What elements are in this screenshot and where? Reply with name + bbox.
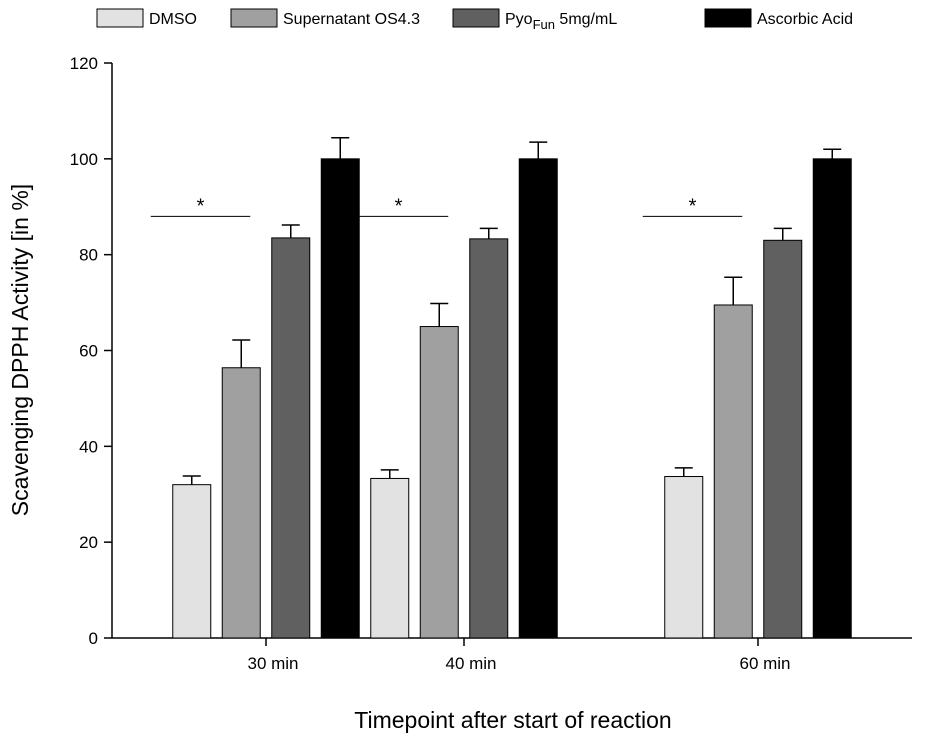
bar <box>172 484 212 639</box>
significance-star: * <box>689 195 697 217</box>
legend: DMSO Supernatant OS4.3 PyoFun 5mg/mL Ascorb… <box>96 8 853 32</box>
y-axis-title: Scavenging DPPH Activity [in %] <box>7 184 33 516</box>
legend-swatch <box>452 8 500 28</box>
legend-label: DMSO <box>149 11 197 28</box>
y-tick-label: 60 <box>79 342 98 361</box>
legend-swatch <box>230 8 278 28</box>
y-tick-label: 20 <box>79 533 98 552</box>
bar <box>370 477 410 639</box>
significance-markers: * * * <box>150 195 743 217</box>
y-tick-label: 120 <box>70 54 98 73</box>
legend-swatch <box>704 8 752 28</box>
bar <box>763 239 803 639</box>
y-tick-label: 100 <box>70 150 98 169</box>
bar <box>320 158 360 639</box>
y-axis: 0 20 40 60 80 100 120 <box>70 54 113 648</box>
y-tick-label: 0 <box>89 629 98 648</box>
bar <box>812 158 852 639</box>
legend-label: Supernatant OS4.3 <box>283 11 420 28</box>
x-axis: 30 min 40 min 60 min <box>112 637 912 673</box>
legend-label: Ascorbic Acid <box>757 11 853 28</box>
bar <box>469 238 509 639</box>
legend-label: PyoFun 5mg/mL <box>505 11 617 32</box>
legend-swatch <box>96 8 144 28</box>
bar <box>713 304 753 639</box>
y-tick-label: 80 <box>79 246 98 265</box>
bar <box>664 476 704 639</box>
significance-star: * <box>395 195 403 217</box>
bar <box>419 326 459 639</box>
significance-star: * <box>197 195 205 217</box>
bar <box>518 158 558 639</box>
y-tick-label: 40 <box>79 437 98 456</box>
bar <box>271 237 311 639</box>
x-tick-label: 30 min <box>247 654 298 673</box>
x-axis-title: Timepoint after start of reaction <box>354 707 671 733</box>
bar <box>221 367 261 639</box>
bars <box>172 137 852 639</box>
x-tick-label: 40 min <box>445 654 496 673</box>
x-tick-label: 60 min <box>739 654 790 673</box>
